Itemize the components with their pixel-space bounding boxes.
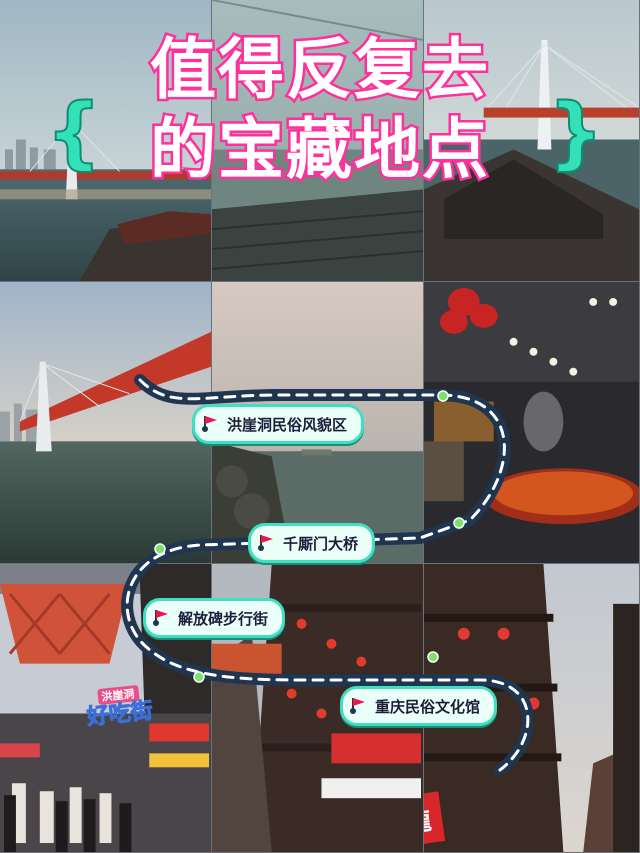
red-flag-pin-icon: [202, 416, 217, 432]
photo-hazy-rooftops: [212, 0, 424, 282]
route-stop-label: 解放碑步行街: [178, 609, 269, 628]
red-flag-pin-icon: [258, 535, 273, 551]
route-stop-label: 千厮门大桥: [283, 534, 359, 553]
photo-bridge-and-eaves: [424, 0, 640, 282]
red-flag-pin-icon: [153, 610, 168, 626]
page-title: 值得反复去 的宝藏地点: [0, 29, 640, 191]
photo-red-bridge-river: [0, 282, 212, 564]
route-stop-label: 洪崖洞民俗风貌区: [227, 415, 348, 434]
title-brace-left: {: [45, 87, 103, 179]
page-title-line-1: 值得反复去: [148, 29, 491, 111]
photo-river-bridge-1: [0, 0, 212, 282]
food-street-sign: 洪崖洞 好吃街: [84, 681, 155, 731]
page-title-line-2: 的宝藏地点: [148, 109, 491, 191]
route-stop-folk-culture-hall: 重庆民俗文化馆: [340, 686, 498, 726]
route-stop-jiefangbei: 解放碑步行街: [143, 598, 286, 638]
route-stop-qiansimen-bridge: 千厮门大桥: [248, 523, 376, 563]
red-flag-pin-icon: [350, 698, 365, 714]
route-stop-label: 重庆民俗文化馆: [375, 697, 481, 716]
route-stop-hongyadong: 洪崖洞民俗风貌区: [192, 404, 365, 444]
photo-hotpot-restaurant: [424, 282, 640, 564]
title-brace-right: }: [547, 87, 605, 179]
